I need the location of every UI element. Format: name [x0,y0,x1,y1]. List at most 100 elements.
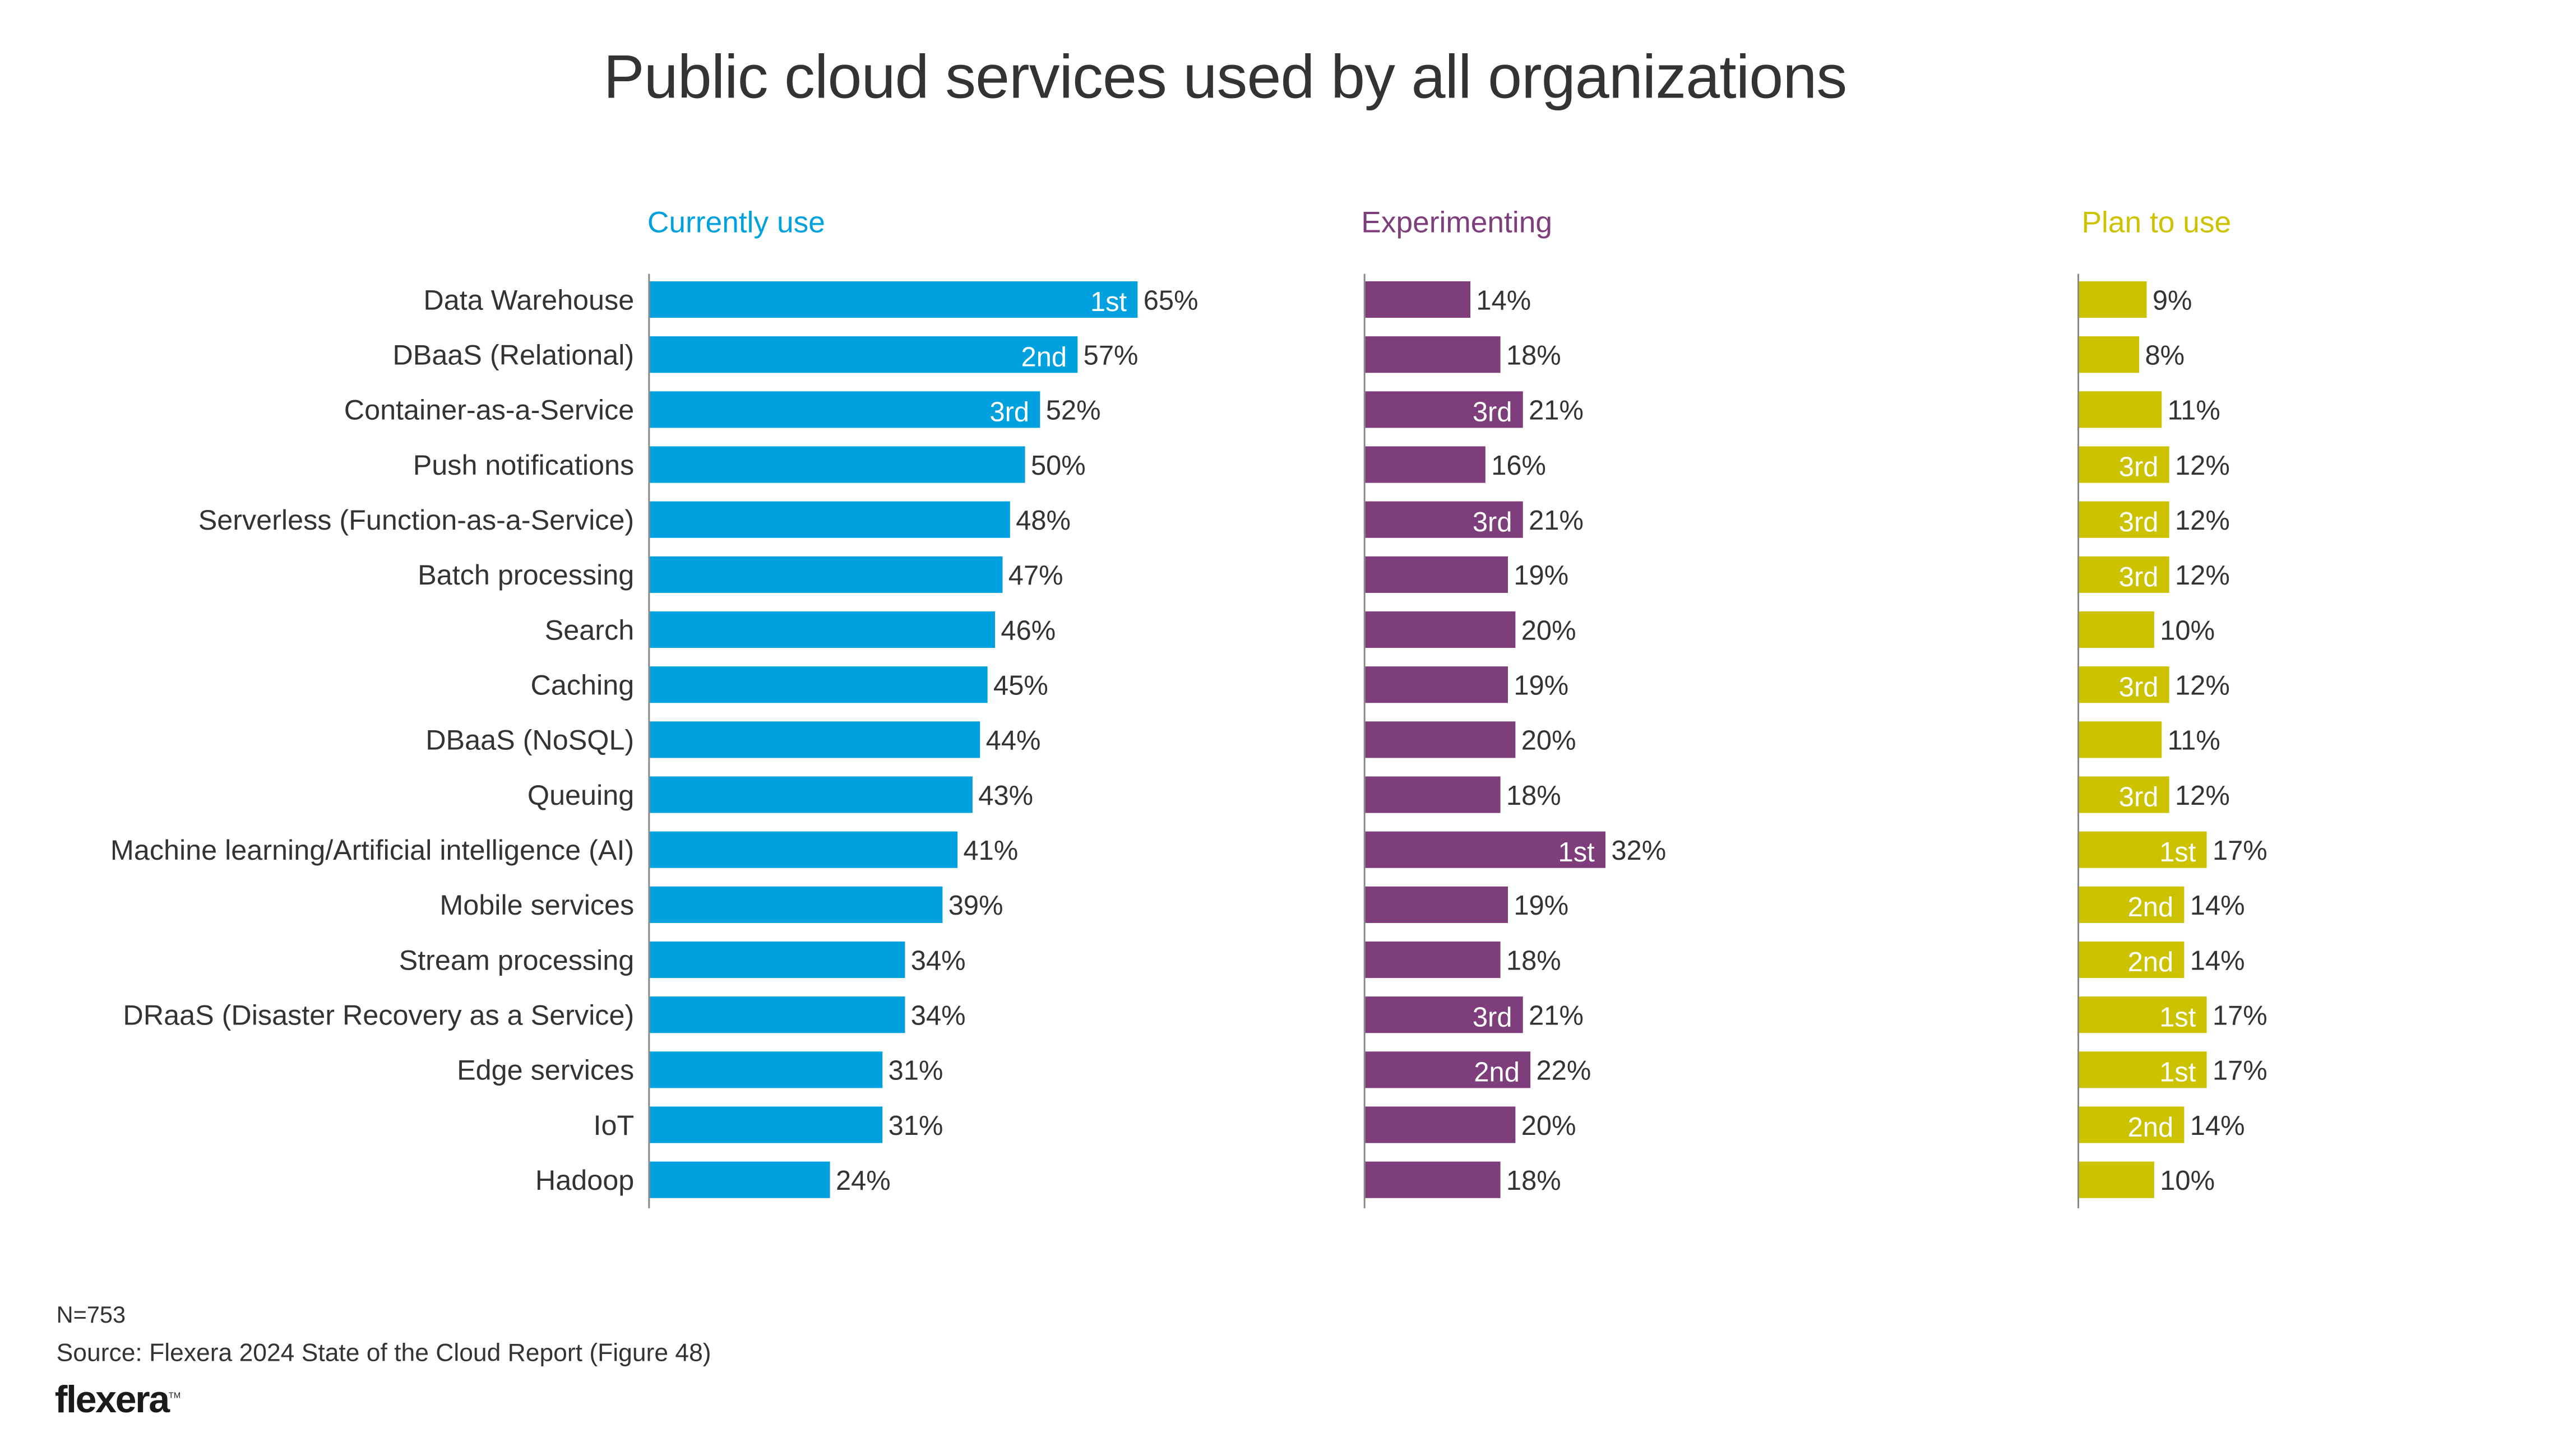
category-label: Container-as-a-Service [344,394,634,426]
bar [2079,556,2169,593]
bar [1365,831,1605,868]
bar [650,721,980,758]
value-label: 34% [911,945,966,976]
bar [1365,666,1508,703]
bar [650,446,1025,483]
bar [1365,1106,1516,1143]
rank-label: 3rd [2119,672,2159,702]
rank-label: 1st [1558,837,1595,868]
rank-label: 2nd [2128,892,2174,922]
value-label: 17% [2213,1056,2267,1086]
bar [650,556,1003,593]
bar [1365,941,1501,979]
value-label: 10% [2160,615,2215,646]
rank-label: 3rd [1473,1002,1512,1032]
bar [650,501,1010,538]
value-label: 57% [1084,340,1139,370]
value-label: 14% [2190,891,2245,921]
value-label: 65% [1144,285,1198,316]
category-label: Caching [531,669,635,701]
bar [2079,391,2162,428]
value-label: 11% [2168,396,2220,426]
category-label: DBaaS (Relational) [392,339,634,370]
bar [1365,611,1516,648]
rank-label: 1st [2159,1058,2196,1088]
value-label: 14% [1476,285,1531,316]
bar [650,1051,883,1088]
rank-label: 1st [1090,287,1127,317]
value-label: 11% [2168,726,2220,756]
rank-label: 3rd [2119,452,2159,483]
value-label: 17% [2213,836,2267,866]
value-label: 10% [2160,1166,2215,1196]
bar [2079,336,2140,373]
logo-text: flexera [54,1377,170,1421]
value-label: 44% [986,726,1041,756]
value-label: 22% [1537,1056,1591,1086]
value-label: 31% [888,1056,943,1086]
value-label: 24% [836,1166,891,1196]
bar [2079,776,2169,813]
value-label: 18% [1506,781,1561,811]
rank-label: 3rd [1473,507,1512,537]
bar [1365,446,1486,483]
rank-label: 2nd [1474,1058,1520,1088]
value-label: 41% [964,836,1019,866]
value-label: 12% [2175,560,2230,591]
bar [1365,1161,1501,1198]
bar [2079,666,2169,703]
bar [2079,721,2162,758]
bar [650,886,943,923]
logo-trademark: TM [168,1391,181,1402]
category-label: DRaaS (Disaster Recovery as a Service) [123,999,634,1031]
value-label: 18% [1506,1166,1561,1196]
bar [1365,501,1523,538]
value-label: 20% [1521,615,1576,646]
bar [1365,996,1523,1033]
category-label: Mobile services [439,889,634,921]
bar [1365,556,1508,593]
value-label: 12% [2175,506,2230,536]
value-label: 52% [1046,396,1101,426]
value-label: 21% [1529,506,1584,536]
value-label: 21% [1529,396,1584,426]
bar [1365,391,1523,428]
bar [650,1106,883,1143]
bar [650,831,958,868]
value-label: 18% [1506,340,1561,370]
value-label: 8% [2145,340,2185,370]
rank-label: 2nd [2128,1112,2174,1143]
category-label: Data Warehouse [423,284,634,316]
value-label: 48% [1016,506,1071,536]
value-label: 16% [1491,451,1546,481]
panel-title-plan-to-use: Plan to use [2081,206,2232,239]
value-label: 12% [2175,451,2230,481]
category-label: DBaaS (NoSQL) [425,724,634,756]
value-label: 45% [993,670,1048,701]
value-label: 18% [1506,945,1561,976]
value-label: 14% [2190,945,2245,976]
rank-label: 2nd [1021,342,1067,372]
bar [650,996,905,1033]
category-label: Queuing [527,779,634,811]
value-label: 31% [888,1111,943,1141]
category-label: Hadoop [535,1164,634,1196]
bar [2079,886,2185,923]
value-label: 17% [2213,1000,2267,1031]
bar [650,941,905,979]
category-label: Stream processing [399,944,635,976]
rank-label: 1st [2159,837,2196,868]
value-label: 21% [1529,1000,1584,1031]
bar [650,776,973,813]
sample-size-note: N=753 [56,1301,126,1328]
panel-title-currently-use: Currently use [647,206,825,239]
bar [1365,336,1501,373]
bar [1365,776,1501,813]
category-label: Serverless (Function-as-a-Service) [198,504,635,536]
value-label: 19% [1514,670,1568,701]
flexera-logo: flexeraTM [55,1378,181,1422]
bar [650,611,996,648]
bar [650,391,1040,428]
